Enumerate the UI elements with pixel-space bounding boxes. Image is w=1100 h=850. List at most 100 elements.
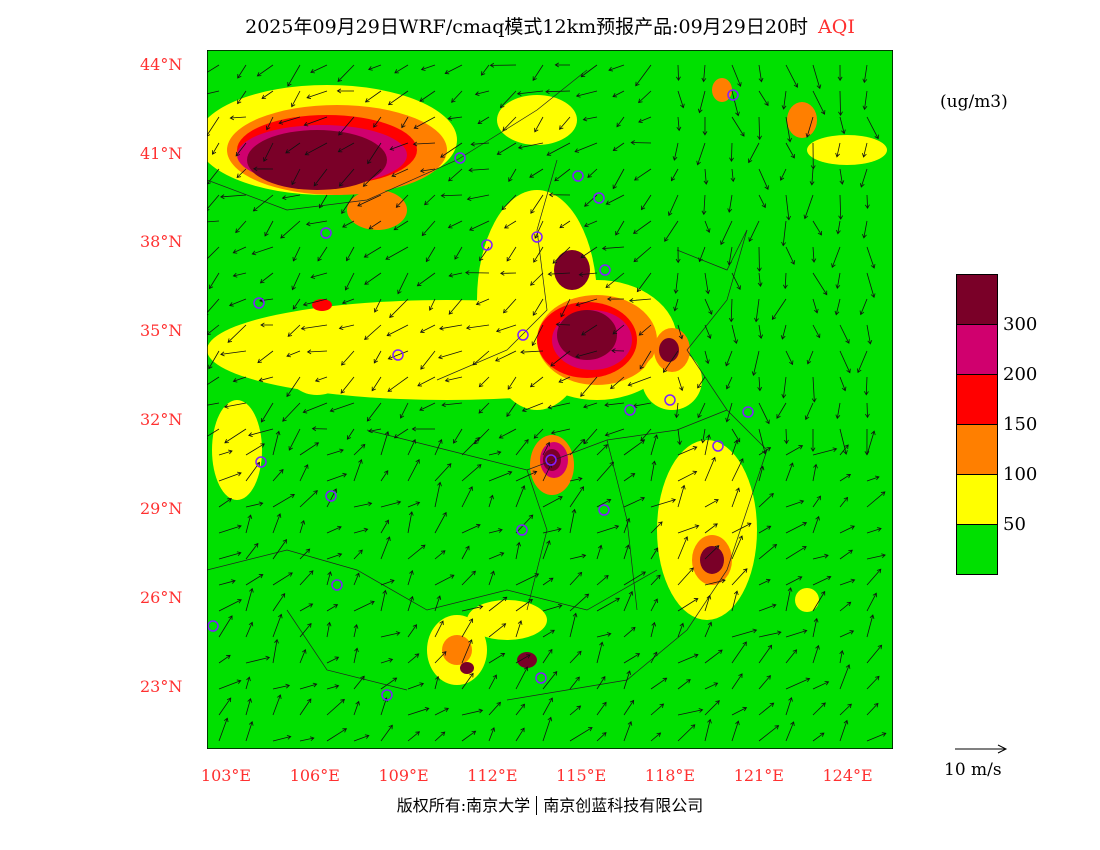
wind-arrow	[521, 402, 544, 413]
wind-arrow	[812, 324, 821, 339]
wind-arrow	[781, 90, 787, 110]
wind-arrow	[272, 572, 293, 586]
wind-arrow	[650, 460, 657, 482]
wind-arrow	[260, 322, 274, 328]
wind-arrow	[515, 439, 529, 456]
wind-arrow	[835, 272, 841, 289]
wind-arrow	[548, 192, 571, 198]
lat-label: 32°N	[140, 410, 183, 429]
wind-vectors	[207, 62, 887, 742]
station-marker	[207, 620, 219, 632]
wind-arrow	[677, 724, 696, 742]
wind-arrow	[704, 499, 719, 508]
wind-arrow	[207, 194, 220, 211]
wind-arrow	[596, 544, 603, 560]
wind-arrow	[453, 428, 463, 444]
wind-arrow	[488, 494, 494, 508]
wind-arrow	[529, 376, 544, 388]
wind-arrow	[318, 194, 328, 209]
wind-arrow	[380, 658, 394, 664]
pollution-contour	[659, 338, 679, 362]
wind-arrow	[785, 677, 811, 690]
legend-swatch	[957, 524, 997, 574]
wind-arrow	[434, 574, 455, 586]
wind-arrow	[704, 718, 712, 742]
wind-arrow	[272, 734, 292, 742]
wind-arrow	[677, 708, 704, 716]
wind-arrow	[302, 298, 328, 307]
wind-arrow	[667, 194, 679, 217]
wind-arrow	[411, 426, 436, 432]
wind-arrow	[488, 701, 502, 716]
legend-label: 300	[1003, 314, 1038, 335]
station-marker	[572, 170, 584, 182]
wind-arrow	[623, 699, 635, 716]
lat-label: 35°N	[140, 321, 183, 340]
wind-arrow	[623, 590, 634, 612]
wind-arrow	[434, 675, 440, 690]
wind-arrow	[623, 571, 646, 586]
wind-arrow	[532, 298, 544, 316]
wind-arrow	[838, 194, 844, 220]
wind-arrow	[670, 168, 679, 182]
wind-arrow	[720, 220, 733, 246]
wind-arrow	[439, 324, 463, 331]
lat-label: 44°N	[140, 55, 183, 74]
wind-arrow	[353, 527, 369, 534]
lat-label: 41°N	[140, 144, 183, 163]
wind-arrow	[675, 246, 681, 264]
wind-arrow	[542, 629, 555, 638]
wind-arrow	[862, 142, 868, 158]
wind-arrow	[542, 496, 563, 508]
wind-arrow	[305, 220, 328, 227]
wind-arrow	[461, 486, 473, 508]
wind-arrow	[261, 90, 274, 99]
wind-arrow	[596, 498, 612, 508]
wind-arrow	[781, 376, 787, 399]
wind-arrow	[812, 553, 829, 560]
wind-arrow	[839, 496, 849, 508]
wind-arrow	[839, 578, 856, 586]
wind-arrow	[218, 654, 231, 664]
wind-arrow	[245, 443, 265, 456]
wind-arrow	[299, 490, 318, 508]
wind-arrow	[299, 698, 312, 716]
wind-arrow	[470, 141, 490, 147]
wind-arrow	[353, 675, 365, 690]
wind-arrow	[569, 486, 584, 508]
wind-arrow	[341, 298, 355, 305]
wind-arrow	[407, 438, 416, 456]
wind-arrow	[703, 168, 709, 185]
wind-arrow	[676, 64, 681, 82]
wind-arrow	[758, 603, 777, 612]
wind-arrow	[292, 298, 301, 310]
wind-arrow	[704, 578, 726, 586]
wind-arrow	[208, 272, 220, 290]
wind-arrow	[612, 142, 625, 151]
wind-arrow	[574, 142, 598, 153]
wind-arrow	[758, 465, 765, 482]
wind-arrow	[272, 683, 291, 690]
wind-arrow	[461, 730, 477, 742]
wind-arrow	[704, 545, 720, 560]
wind-arrow	[704, 682, 719, 690]
wind-arrow	[387, 376, 409, 392]
wind-arrow	[862, 64, 868, 84]
wind-arrow	[623, 439, 645, 456]
wind-arrow	[704, 621, 713, 638]
wind-arrow	[812, 702, 826, 716]
wind-arrow	[546, 142, 571, 156]
wind-arrow	[866, 732, 887, 742]
wind-arrow	[859, 298, 868, 316]
wind-arrow	[559, 220, 571, 229]
wind-arrow	[461, 545, 470, 560]
wind-arrow	[299, 548, 311, 560]
pollution-contour	[712, 78, 732, 102]
color-legend	[956, 274, 998, 575]
wind-arrow	[394, 64, 409, 74]
legend-label: 100	[1003, 464, 1038, 485]
wind-arrow	[364, 90, 382, 103]
wind-arrow	[866, 272, 876, 299]
wind-arrow	[421, 220, 436, 237]
wind-arrow	[677, 536, 689, 560]
